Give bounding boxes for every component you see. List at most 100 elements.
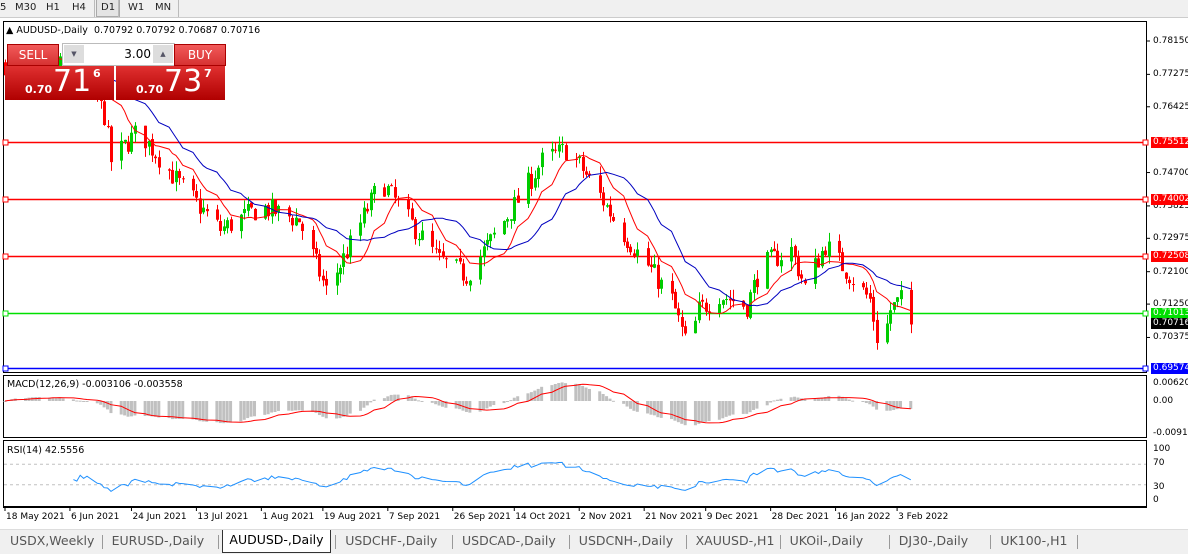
- chart-tab[interactable]: UK100-,H1: [1000, 533, 1068, 548]
- buy-price-prefix: 0.70: [136, 83, 164, 96]
- candle-body: [298, 218, 301, 223]
- macd-histogram-bar: [652, 401, 656, 416]
- level-price-tag[interactable]: 0.69574: [1151, 362, 1188, 374]
- candle-body: [442, 251, 445, 257]
- candle-body: [701, 299, 704, 302]
- chart-tab[interactable]: USDCAD-,Daily: [462, 533, 556, 548]
- tf-w1[interactable]: W1: [128, 2, 145, 13]
- tf-h1[interactable]: H1: [46, 2, 60, 13]
- candle-body: [312, 230, 315, 250]
- level-price-tag[interactable]: 0.75512: [1151, 136, 1188, 148]
- sell-button[interactable]: SELL: [7, 44, 59, 66]
- candle-body: [753, 280, 756, 293]
- macd-histogram-bar: [888, 401, 892, 411]
- macd-histogram-bar: [844, 398, 848, 401]
- candle-body: [503, 220, 506, 235]
- tf-mn[interactable]: MN: [155, 2, 172, 13]
- candle-body: [107, 126, 110, 128]
- macd-histogram-bar: [864, 401, 868, 404]
- candle-body: [383, 187, 386, 197]
- buy-price[interactable]: 0.70 73 7: [116, 64, 225, 100]
- macd-histogram-bar: [37, 397, 41, 401]
- lot-size-input[interactable]: 3.00: [124, 47, 151, 61]
- candle-body: [418, 238, 421, 241]
- chart-tab[interactable]: XAUUSD-,H1: [695, 533, 775, 548]
- price-tick-label: 0.72100: [1153, 266, 1188, 277]
- tf-d1[interactable]: D1: [96, 0, 121, 17]
- macd-histogram-bar: [413, 398, 417, 401]
- candle-body: [110, 126, 113, 163]
- macd-histogram-bar: [611, 400, 615, 402]
- chart-tab[interactable]: AUDUSD-,Daily: [222, 530, 331, 553]
- candle-body: [219, 220, 222, 231]
- level-price-tag[interactable]: 0.74002: [1151, 193, 1188, 205]
- level-price-tag[interactable]: 0.71013: [1151, 307, 1188, 319]
- macd-histogram-bar: [533, 390, 537, 401]
- sell-price[interactable]: 0.70 71 6: [5, 64, 114, 100]
- macd-histogram-bar: [396, 394, 400, 401]
- macd-histogram-bar: [348, 401, 352, 414]
- candle-body: [223, 226, 226, 231]
- candles: [4, 48, 913, 350]
- macd-histogram-bar: [335, 401, 339, 419]
- chart-tab[interactable]: USDCHF-,Daily: [345, 533, 438, 548]
- decrease-lot-icon[interactable]: ▼: [64, 45, 84, 63]
- candle-body: [612, 216, 615, 221]
- macd-histogram-bar: [358, 401, 362, 411]
- candle-body: [633, 253, 636, 257]
- candle-body: [455, 259, 458, 261]
- macd-histogram-bar: [789, 397, 793, 401]
- macd-histogram-bar: [167, 401, 171, 419]
- level-price-tag[interactable]: 0.72508: [1151, 250, 1188, 262]
- macd-histogram-bar: [803, 399, 807, 401]
- macd-histogram-bar: [895, 401, 899, 410]
- tf-h4[interactable]: H4: [72, 2, 86, 13]
- macd-histogram-bar: [837, 395, 841, 401]
- timeframe-toolbar: 5 M30 H1 H4 D1 W1 MN: [0, 0, 1188, 18]
- lot-size-stepper[interactable]: ▼ 3.00 ▲: [62, 43, 175, 66]
- macd-histogram-bar: [622, 401, 626, 404]
- candle-body: [660, 279, 663, 289]
- candle-body: [127, 141, 130, 152]
- candle-body: [824, 250, 827, 255]
- macd-tick: 0.00620: [1153, 378, 1188, 388]
- macd-histogram-bar: [512, 397, 516, 401]
- macd-histogram-bar: [485, 401, 489, 409]
- chart-tab[interactable]: USDCNH-,Daily: [578, 533, 674, 548]
- macd-histogram-bar: [218, 401, 222, 424]
- candle-body: [435, 248, 438, 250]
- macd-histogram-bar: [625, 401, 629, 407]
- candle-body: [216, 209, 219, 220]
- tf-m5[interactable]: 5: [0, 2, 7, 13]
- macd-histogram-bar: [635, 401, 639, 412]
- chart-tab[interactable]: EURUSD-,Daily: [111, 533, 205, 548]
- buy-button[interactable]: BUY: [174, 44, 226, 66]
- candle-body: [103, 101, 106, 126]
- macd-histogram-bar: [827, 395, 831, 401]
- macd-histogram-bar: [793, 396, 797, 401]
- tab-separator: [990, 535, 992, 549]
- price-tick-label: 0.71250: [1153, 299, 1188, 310]
- macd-histogram-bar: [311, 401, 315, 412]
- macd-histogram-bar: [468, 401, 472, 413]
- candle-body: [397, 199, 400, 201]
- macd-histogram-bar: [909, 401, 913, 409]
- macd-histogram-bar: [676, 401, 680, 423]
- macd-histogram-bar: [297, 401, 301, 411]
- macd-histogram-bar: [717, 401, 721, 420]
- chart-tab[interactable]: DJ30-,Daily: [898, 533, 969, 548]
- candle-body: [359, 222, 362, 236]
- tf-m30[interactable]: M30: [15, 2, 37, 13]
- ohlc-values: 0.70792 0.70792 0.70687 0.70716: [93, 25, 261, 36]
- macd-histogram-bar: [153, 401, 157, 417]
- macd-histogram-bar: [646, 401, 650, 414]
- candle-body: [336, 272, 339, 286]
- tab-separator: [779, 535, 781, 549]
- chart-tab[interactable]: UKOil-,Daily: [789, 533, 864, 548]
- chart-tab[interactable]: USDX,Weekly: [10, 533, 95, 548]
- candle-body: [684, 326, 687, 334]
- macd-histogram-bar: [191, 401, 195, 420]
- date-tick-label: 21 Nov 2021: [645, 512, 703, 522]
- increase-lot-icon[interactable]: ▲: [153, 45, 173, 63]
